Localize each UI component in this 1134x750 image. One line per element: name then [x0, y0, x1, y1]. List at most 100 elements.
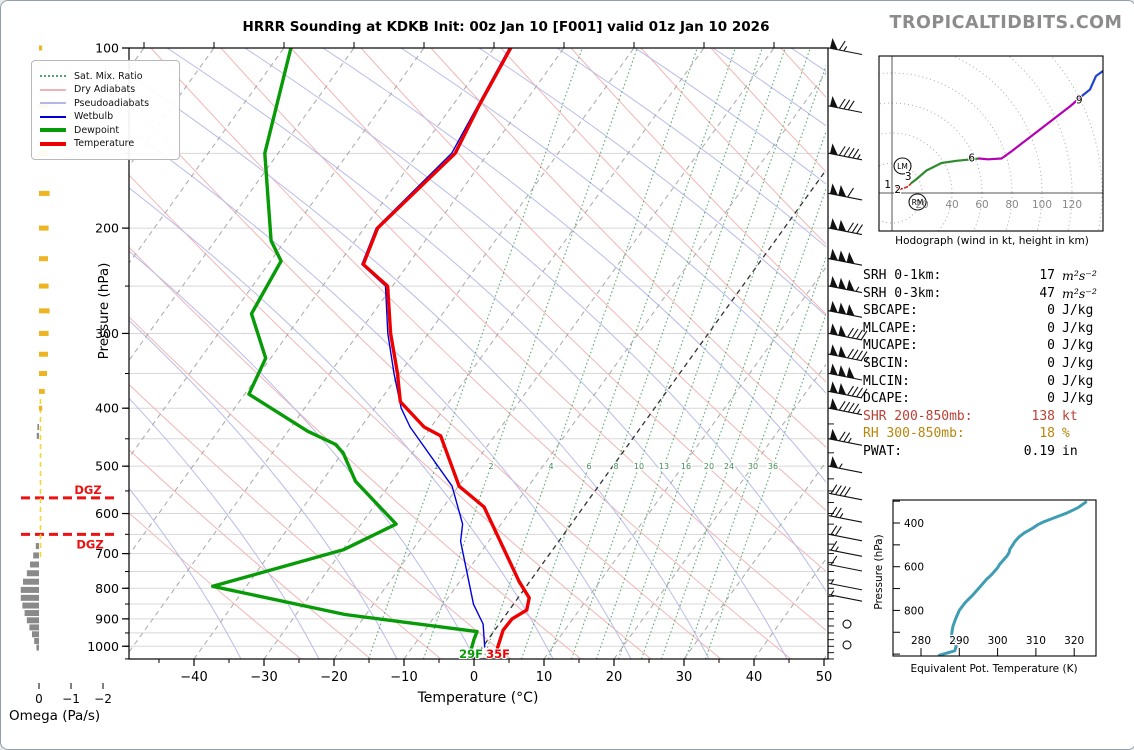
barb-full	[835, 507, 842, 518]
pseudoadiabat-line	[129, 250, 476, 659]
theta-e-x-tick-label: 320	[1064, 635, 1084, 647]
barb-full	[838, 40, 846, 51]
theta-e-x-axis-label: Equivalent Pot. Temperature (K)	[910, 663, 1078, 675]
stat-unit: J/kg	[1062, 320, 1094, 336]
wind-barb	[828, 363, 863, 381]
barb-full	[835, 526, 842, 536]
dry-adiabat-line	[150, 48, 792, 659]
barb-pennant	[829, 344, 838, 356]
surface-temperature-label: 35F	[486, 647, 510, 661]
barb-pennant	[829, 456, 838, 468]
omega-bar-up	[39, 190, 50, 196]
barb-full	[838, 431, 846, 442]
pseudoadiabat-line	[478, 48, 826, 317]
barb-half	[835, 546, 839, 552]
barb-pennant	[829, 398, 838, 410]
legend-item-label: Temperature	[74, 138, 135, 149]
theta-e-y-tick-label: 800	[904, 605, 924, 617]
hodograph-height-label: 6	[968, 153, 975, 165]
barb-staff	[828, 372, 863, 381]
wind-barb	[828, 540, 863, 557]
pressure-tick-label: 200	[95, 221, 119, 236]
hodograph-segment-6-9km	[977, 94, 1084, 161]
pressure-tick-label: 1000	[87, 639, 119, 654]
barb-pennant	[838, 365, 847, 377]
omega-tick-label: 0	[35, 692, 43, 706]
stat-value: 0	[1047, 338, 1055, 354]
omega-bar-up	[39, 45, 43, 51]
barb-full	[830, 525, 838, 536]
barb-pennant	[829, 300, 838, 313]
barb-full	[843, 401, 851, 412]
stat-row: SHR 200-850mb: 138 kt	[863, 408, 1131, 426]
dry-adiabat-line	[640, 48, 826, 245]
wind-barb	[828, 506, 863, 523]
storm-motion-label: RM	[912, 198, 924, 207]
theta-e-x-tick-label: 280	[911, 635, 931, 647]
wind-barb	[828, 398, 863, 416]
legend-item-label: Sat. Mix. Ratio	[74, 70, 143, 82]
stat-value: 138	[1031, 408, 1055, 424]
barb-half	[856, 154, 861, 160]
barb-staff	[828, 192, 863, 201]
legend-line-sample-icon	[40, 75, 66, 77]
pseudoadiabat-line	[129, 187, 554, 659]
pressure-tick-label: 800	[95, 581, 119, 596]
pressure-tick-label: 100	[95, 41, 119, 56]
hodograph-caption: Hodograph (wind in kt, height in km)	[895, 235, 1089, 247]
omega-bar-up	[39, 351, 48, 357]
temperature-tick-label: 40	[746, 670, 763, 685]
barb-full	[838, 98, 846, 109]
sounding-curves	[211, 48, 531, 650]
wind-barb	[828, 143, 863, 161]
barb-pennant	[829, 323, 838, 336]
wind-barb	[828, 381, 868, 399]
legend-line-sample-icon	[40, 115, 66, 118]
barb-full	[860, 330, 868, 341]
omega-bar-up	[39, 283, 49, 289]
barb-pennant	[829, 381, 838, 394]
legend-line-sample-icon	[40, 88, 66, 91]
barb-full	[830, 506, 838, 517]
mixing-ratio-label: 36	[768, 462, 778, 471]
stat-unit: m²s⁻²	[1062, 268, 1097, 283]
barb-staff	[828, 582, 863, 591]
barb-staff	[828, 465, 863, 474]
calm-circle-icon	[842, 619, 852, 629]
mixing-ratio-line	[640, 130, 826, 659]
dry-adiabat-line	[430, 48, 826, 448]
stat-label: RH 300-850mb:	[863, 426, 965, 442]
barb-pennant	[838, 219, 847, 232]
stat-label: DCAPE:	[863, 391, 910, 407]
stat-value: 0	[1047, 320, 1055, 336]
temperature-tick-label: 20	[606, 670, 623, 685]
stat-label: SBCAPE:	[863, 303, 918, 319]
barb-half	[830, 590, 835, 596]
dry-adiabat-line	[220, 48, 826, 631]
stats-panel: SRH 0-1km: 17 m²s⁻² SRH 0-3km: 47 m²s⁻² SBCAPE…	[863, 267, 1131, 461]
barb-full	[860, 351, 868, 361]
barb-full	[851, 349, 859, 360]
stat-value: 0	[1047, 373, 1055, 389]
omega-bar-up	[39, 388, 45, 394]
barb-pennant	[846, 279, 855, 292]
hodograph-height-label: 2	[894, 184, 901, 196]
barb-pennant	[829, 218, 838, 230]
hodograph-panel	[879, 56, 1103, 231]
isotherm-line	[129, 48, 565, 653]
mixing-ratio-label: 16	[681, 462, 691, 471]
storm-motion-label: LM	[897, 162, 908, 171]
barb-staff	[828, 515, 863, 523]
omega-bar-down	[26, 570, 39, 577]
barb-half	[847, 437, 852, 443]
legend-line-sample-icon	[40, 102, 66, 104]
mixing-ratio-label: 24	[724, 462, 734, 471]
barb-pennant	[838, 302, 847, 315]
barb-staff	[828, 438, 863, 446]
legend-item-label: Pseudoadiabats	[74, 97, 150, 109]
stat-value: 18	[1039, 426, 1055, 442]
omega-tick-label: −1	[62, 692, 80, 706]
wind-barb	[828, 300, 863, 318]
pressure-tick-label: 500	[95, 459, 119, 474]
